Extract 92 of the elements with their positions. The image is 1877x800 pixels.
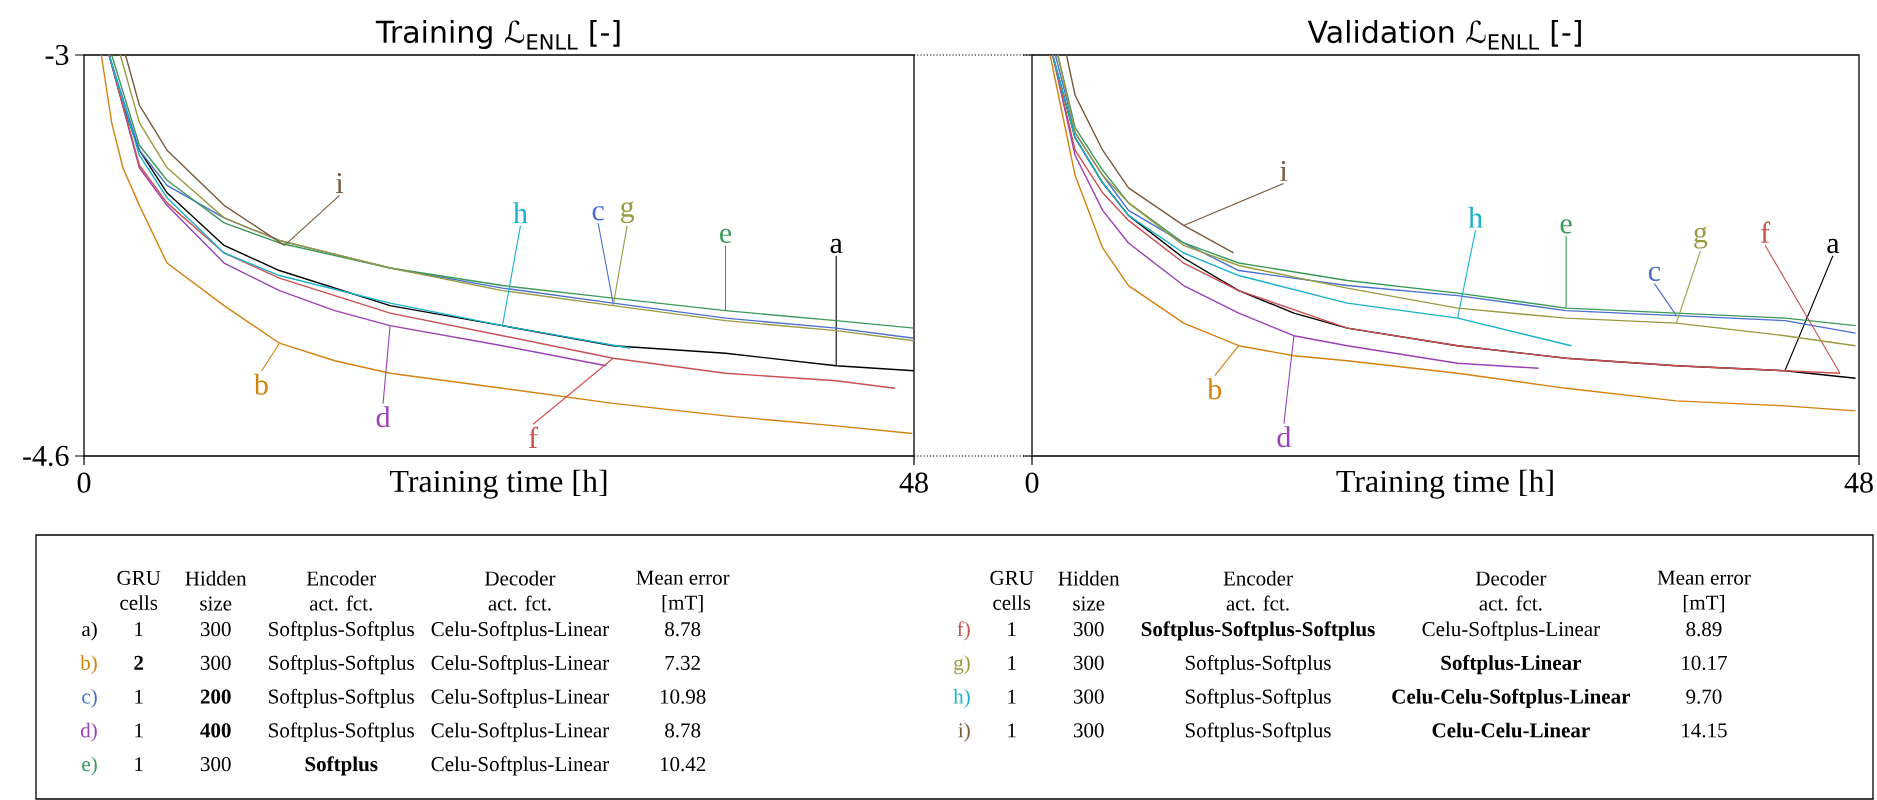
text: a) [82,621,97,641]
text: Softplus-Linear [1441,654,1581,675]
text: c [592,206,604,221]
text: Softplus-Softplus [1185,722,1331,742]
text: 300 [1073,689,1104,704]
text: Hidden size [185,570,247,611]
text: Celu-Softplus-Linear [431,722,610,742]
text: g [1694,226,1708,249]
text: Mean error [mT] [636,570,730,613]
y-tick-label: -4.6 [23,445,69,467]
text: Celu-Softplus-Linear [1422,621,1600,641]
text: 300 [200,622,231,637]
text: Celu-Softplus-Linear [431,756,610,776]
text: 300 [1073,622,1104,637]
text: e [720,228,732,244]
x-axis-title: Training time [h] [1336,469,1553,499]
x-tick-label: 0 [77,472,91,493]
text: Softplus-Softplus [269,722,414,742]
text: i) [958,722,970,742]
text: h [1468,206,1483,228]
text: 10.42 [660,757,706,772]
text: 8.89 [1686,622,1722,637]
text: 1 [1008,622,1016,636]
text: d) [80,722,97,742]
text: Celu-Celu-Softplus-Linear [1392,688,1630,708]
chart-title: Training ℒ$_{ENLL}$ [-] [375,19,620,50]
x-tick-label: 48 [1844,472,1873,493]
text: Celu-Softplus-Linear [431,688,610,708]
text: Decoder act. fct. [1475,570,1547,611]
text: Encoder act. fct. [1223,570,1293,611]
text: i [336,173,344,193]
text: 1 [135,757,143,771]
text: e [1560,219,1572,234]
text: Softplus-Softplus [1185,654,1331,675]
text: d [376,406,391,428]
text: 300 [200,655,231,670]
text: a [830,238,843,254]
text: Mean error [mT] [1657,570,1751,613]
x-axis-title: Training time [h] [389,469,607,499]
text: f [529,426,539,448]
y-tick-label: -3 [45,44,69,66]
text: 300 [1073,655,1104,670]
text: 1 [1008,723,1016,738]
text: 1 [135,723,143,738]
text: Celu-Celu-Linear [1432,722,1590,738]
text: Hidden size [1058,570,1120,611]
text: Softplus-Softplus [269,688,414,708]
legend-label: b [1207,378,1222,400]
text: g [620,201,635,224]
text: 200 [200,689,231,704]
text: e) [82,756,97,776]
text: 300 [200,757,231,772]
text: Softplus-Softplus-Softplus [1141,621,1375,641]
text: i [1280,160,1288,181]
text: a [1827,238,1840,254]
text: Softplus-Softplus [1185,688,1331,708]
text: 9.70 [1686,689,1722,704]
text: 2 [134,655,144,670]
text: 1 [135,622,143,636]
series-label: c [1648,266,1661,282]
text: h [513,202,528,224]
legend-label: b [253,373,268,395]
text: 300 [1073,723,1104,738]
text: GRU cells [990,570,1034,610]
text: Celu-Softplus-Linear [431,654,610,675]
text: 8.78 [665,622,701,637]
text: Decoder act. fct. [485,570,556,611]
text: h) [953,688,970,708]
text: c) [82,688,97,708]
text: Softplus-Softplus [269,654,414,675]
text: 7.32 [665,655,700,671]
text: b) [80,655,97,675]
text: g) [954,655,970,675]
x-tick-label: 48 [899,472,928,493]
text: 1 [1008,655,1016,670]
text: 10.17 [1682,655,1727,671]
text: 400 [200,723,231,738]
text: f) [957,621,970,641]
text: GRU cells [117,570,161,610]
text: 1 [135,689,143,704]
text: Celu-Softplus-Linear [431,621,610,641]
text: f [1760,221,1771,243]
text: d [1277,426,1292,448]
text: Encoder act. fct. [306,570,377,611]
x-tick-label: 0 [1025,472,1039,493]
text: Softplus [305,756,378,776]
text: 14.15 [1682,723,1727,738]
text: 10.98 [660,689,706,704]
text: 1 [1008,689,1016,704]
text: 8.78 [665,723,701,738]
text: Softplus-Softplus [269,621,414,641]
chart-title: Validation ℒ$_{ENLL}$ [-] [1307,19,1581,50]
